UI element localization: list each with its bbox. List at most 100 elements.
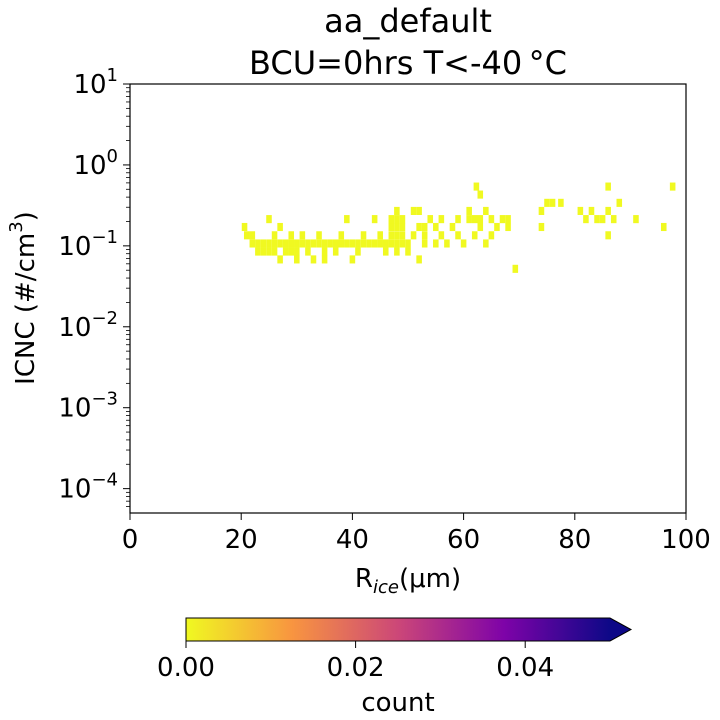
y-axis-label-superscript: 3 [6, 221, 27, 232]
heatmap-cell [305, 247, 311, 256]
heatmap-cell [394, 247, 400, 256]
heatmap-cell [355, 239, 361, 248]
x-tick-label: 80 [558, 525, 591, 555]
heatmap-cell [660, 222, 667, 232]
heatmap-cell [616, 198, 623, 207]
x-tick-label: 0 [122, 525, 139, 555]
heatmap-cell [288, 231, 295, 240]
x-axis-label-base: R [355, 564, 373, 594]
heatmap-cell [594, 215, 600, 224]
heatmap-cell [433, 239, 439, 248]
heatmap-cell [483, 239, 489, 248]
heatmap-cell [332, 247, 339, 256]
heatmap-cell [249, 231, 256, 240]
x-tick-label: 20 [225, 525, 258, 555]
heatmap-cell [294, 239, 300, 248]
y-axis-label: ICNC (#/cm3) [6, 211, 41, 385]
heatmap-cell [277, 239, 283, 248]
heatmap-cell [388, 215, 395, 224]
heatmap-cell [399, 215, 406, 224]
heatmap-cell [538, 222, 545, 232]
heatmap-cell [377, 239, 383, 248]
heatmap-cell [277, 255, 283, 264]
heatmap-cell [399, 222, 406, 232]
heatmap-cell [388, 222, 395, 232]
heatmap-cell [505, 222, 511, 232]
colorbar-fill [186, 618, 610, 641]
heatmap-cell [449, 222, 456, 232]
heatmap-cell [388, 239, 395, 248]
heatmap-cell [488, 215, 495, 224]
heatmap-cell [316, 231, 322, 240]
heatmap-cell [438, 231, 445, 240]
heatmap-cell [494, 222, 500, 232]
chart-subtitle: BCU=0hrs T<-40 °C [249, 44, 567, 82]
colorbar-tick-label: 0.00 [157, 653, 215, 683]
heatmap-cell [438, 215, 445, 224]
heatmap-cell [349, 255, 356, 264]
heatmap-cell [558, 198, 564, 207]
heatmap-cell [455, 231, 461, 240]
x-axis-label: Rice(μm) [355, 564, 461, 598]
heatmap-cell [599, 215, 606, 224]
y-tick-label: 10−4 [58, 470, 118, 505]
y-tick-label: 10−1 [58, 227, 118, 262]
heatmap-cell [421, 239, 428, 248]
heatmap-cell [282, 247, 289, 256]
heatmap-cell [416, 206, 422, 215]
heatmap-cell [471, 231, 478, 240]
heatmap-cell [332, 239, 339, 248]
heatmap-cell [577, 206, 584, 215]
heatmap-cell [327, 239, 333, 248]
heatmap-cell [241, 222, 248, 232]
plot-area-frame [129, 83, 687, 514]
heatmap-cell [388, 231, 395, 240]
heatmap-cell [321, 255, 328, 264]
heatmap-cell [466, 206, 472, 215]
heatmap-cell [271, 239, 278, 248]
y-tick-label: 10−3 [58, 389, 118, 424]
heatmap-cell [377, 231, 383, 240]
heatmap-cell [371, 215, 378, 224]
colorbar-tick-label: 0.04 [496, 653, 554, 683]
x-tick-label: 40 [336, 525, 369, 555]
heatmap-cell [499, 215, 506, 224]
heatmap-cell [294, 247, 300, 256]
x-tick-label: 60 [447, 525, 480, 555]
heatmap-cell [288, 247, 295, 256]
heatmap-cell [488, 231, 495, 240]
heatmap-cell [394, 215, 400, 224]
heatmap-cell [405, 247, 411, 256]
heatmap-cell [405, 239, 411, 248]
heatmap-cell [399, 239, 406, 248]
heatmap-cell [410, 231, 417, 240]
heatmap-cell [455, 215, 461, 224]
heatmap-cell [243, 231, 250, 240]
y-tick-label: 101 [73, 65, 118, 100]
heatmap-cell [421, 222, 428, 232]
heatmap-cell [260, 239, 267, 248]
heatmap-cell [460, 239, 467, 248]
heatmap-cell [294, 255, 300, 264]
heatmap-cell [394, 206, 400, 215]
heatmap-cell [605, 206, 611, 215]
y-axis: 10−4 10−3 10−2 10−1 100 101 [58, 65, 130, 507]
heatmap-cell [394, 222, 400, 232]
heatmap-cell [444, 239, 450, 248]
heatmap-cell [605, 182, 611, 191]
heatmap-cell [288, 239, 295, 248]
x-axis-label-unit: (μm) [399, 564, 461, 594]
heatmap-cell [266, 247, 272, 256]
heatmap-cell [349, 239, 356, 248]
heatmap-cell [549, 198, 556, 207]
heatmap-cell [355, 247, 361, 256]
heatmap-cell [416, 222, 422, 232]
heatmap-cell [538, 206, 545, 215]
x-axis-label-subscript: ice [373, 577, 399, 598]
heatmap-cell [305, 239, 311, 248]
heatmap-cell [266, 215, 272, 224]
heatmap-cell [471, 215, 478, 224]
heatmap-cell [605, 231, 611, 240]
heatmap-cell [399, 231, 406, 240]
heatmap-cell [338, 239, 345, 248]
